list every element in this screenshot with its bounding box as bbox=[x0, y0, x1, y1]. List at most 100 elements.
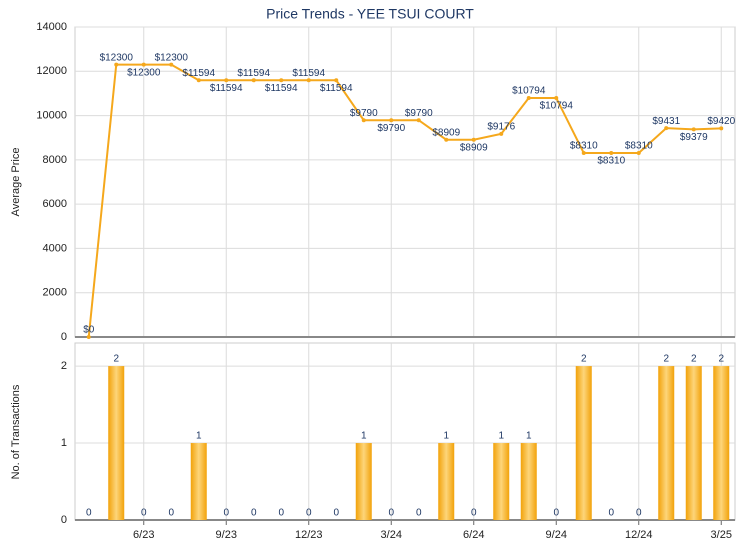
value-label: 0 bbox=[251, 508, 257, 519]
value-label: 0 bbox=[278, 508, 284, 519]
point bbox=[169, 62, 174, 67]
value-label: 0 bbox=[553, 508, 559, 519]
y-tick-label: 0 bbox=[61, 514, 67, 526]
chart-title: Price Trends - YEE TSUI COURT bbox=[266, 6, 474, 22]
value-label: 0 bbox=[86, 508, 92, 519]
value-label: 0 bbox=[333, 508, 339, 519]
value-label: $11594 bbox=[320, 83, 353, 94]
value-label: $11594 bbox=[182, 68, 215, 79]
bar bbox=[190, 443, 207, 520]
y-tick-label: 10000 bbox=[36, 109, 67, 121]
bar bbox=[713, 366, 730, 520]
value-label: $12300 bbox=[100, 52, 134, 63]
value-label: $10794 bbox=[512, 86, 546, 97]
bar bbox=[685, 366, 702, 520]
y-tick-label: 8000 bbox=[43, 154, 67, 166]
point bbox=[251, 78, 256, 83]
value-label: 1 bbox=[443, 431, 449, 442]
y-tick-label: 6000 bbox=[43, 198, 67, 210]
value-label: 2 bbox=[691, 354, 697, 365]
x-tick-label: 12/24 bbox=[625, 529, 653, 541]
value-label: 0 bbox=[223, 508, 229, 519]
point bbox=[141, 62, 146, 67]
y-tick-label: 12000 bbox=[36, 65, 67, 77]
value-label: 2 bbox=[718, 354, 724, 365]
value-label: $9790 bbox=[405, 108, 433, 119]
point bbox=[196, 78, 201, 83]
value-label: $0 bbox=[83, 325, 95, 336]
y-axis-label: Average Price bbox=[10, 148, 22, 217]
bar bbox=[493, 443, 510, 520]
value-label: $12300 bbox=[127, 67, 161, 78]
bar bbox=[658, 366, 675, 520]
point bbox=[554, 95, 559, 100]
value-label: 1 bbox=[361, 431, 367, 442]
x-tick-label: 3/24 bbox=[381, 529, 402, 541]
value-label: 1 bbox=[526, 431, 532, 442]
x-tick-label: 6/23 bbox=[133, 529, 154, 541]
x-tick-label: 6/24 bbox=[463, 529, 484, 541]
value-label: 2 bbox=[113, 354, 119, 365]
bar bbox=[520, 443, 537, 520]
y-axis-label: No. of Transactions bbox=[10, 384, 22, 479]
value-label: $9790 bbox=[377, 123, 405, 134]
value-label: 0 bbox=[388, 508, 394, 519]
value-label: 2 bbox=[581, 354, 587, 365]
value-label: $11594 bbox=[265, 83, 298, 94]
x-tick-label: 3/25 bbox=[711, 529, 732, 541]
value-label: $11594 bbox=[210, 83, 243, 94]
value-label: $8310 bbox=[597, 156, 625, 167]
value-label: 0 bbox=[471, 508, 477, 519]
point bbox=[499, 131, 504, 136]
bar bbox=[438, 443, 455, 520]
value-label: $9790 bbox=[350, 108, 378, 119]
value-label: 0 bbox=[141, 508, 147, 519]
y-tick-label: 0 bbox=[61, 331, 67, 343]
x-tick-label: 9/23 bbox=[216, 529, 237, 541]
y-tick-label: 14000 bbox=[36, 21, 67, 33]
price-line bbox=[87, 63, 722, 338]
value-label: $8310 bbox=[625, 141, 653, 152]
value-label: 0 bbox=[416, 508, 422, 519]
point bbox=[389, 118, 394, 123]
value-label: $8909 bbox=[432, 127, 460, 138]
value-label: $9431 bbox=[652, 116, 680, 127]
value-label: $9420 bbox=[707, 116, 735, 127]
value-label: $11594 bbox=[292, 68, 325, 79]
value-label: $11594 bbox=[237, 68, 270, 79]
y-tick-label: 4000 bbox=[43, 242, 67, 254]
bar bbox=[108, 366, 125, 520]
point bbox=[636, 150, 641, 155]
point bbox=[86, 335, 91, 339]
point bbox=[279, 78, 284, 83]
x-tick-label: 9/24 bbox=[546, 529, 567, 541]
value-label: $8310 bbox=[570, 141, 598, 152]
point bbox=[444, 137, 449, 142]
x-tick-label: 12/23 bbox=[295, 529, 323, 541]
value-label: 0 bbox=[306, 508, 312, 519]
value-label: $10794 bbox=[540, 101, 574, 112]
point bbox=[361, 118, 366, 123]
bar bbox=[355, 443, 372, 520]
y-tick-label: 2 bbox=[61, 360, 67, 372]
value-label: 0 bbox=[636, 508, 642, 519]
point bbox=[719, 126, 724, 131]
value-label: $9379 bbox=[680, 132, 708, 143]
point bbox=[664, 126, 669, 131]
bar bbox=[575, 366, 592, 520]
point bbox=[416, 118, 421, 123]
point bbox=[691, 127, 696, 132]
point bbox=[471, 137, 476, 142]
point bbox=[224, 78, 229, 83]
point bbox=[114, 62, 119, 67]
point bbox=[526, 95, 531, 100]
y-tick-label: 1 bbox=[61, 437, 67, 449]
point bbox=[609, 150, 614, 155]
value-label: 0 bbox=[608, 508, 614, 519]
value-label: 1 bbox=[196, 431, 202, 442]
y-tick-label: 2000 bbox=[43, 287, 67, 299]
value-label: $9176 bbox=[487, 121, 515, 132]
value-label: 1 bbox=[498, 431, 504, 442]
point bbox=[334, 78, 339, 83]
